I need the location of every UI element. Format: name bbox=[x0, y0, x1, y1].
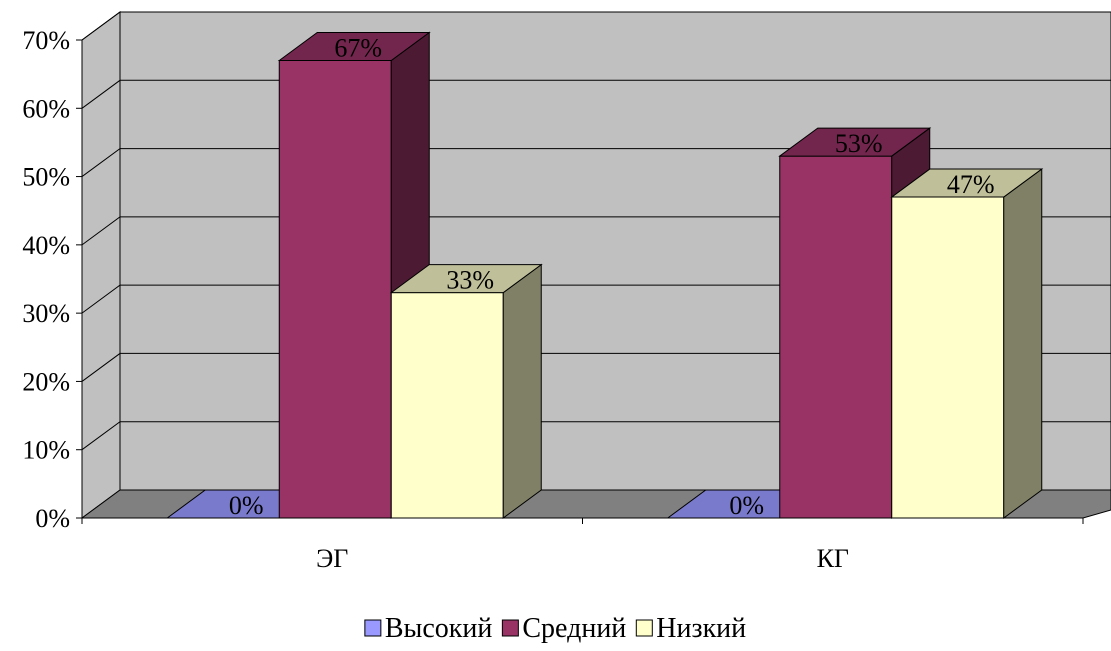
y-tick-label: 30% bbox=[22, 299, 70, 328]
bar bbox=[890, 168, 1044, 519]
bar-front bbox=[390, 292, 504, 519]
bar-front bbox=[891, 196, 1005, 519]
gridline bbox=[81, 11, 1111, 41]
y-axis-ticks: 0% 10% 20% 30% 40% 50% 60% 70% bbox=[22, 26, 70, 533]
y-tick-label: 10% bbox=[22, 436, 70, 465]
data-label: 47% bbox=[947, 170, 995, 199]
y-tick-label: 50% bbox=[22, 163, 70, 192]
legend: Высокий Средний Низкий bbox=[364, 613, 746, 644]
data-label: 53% bbox=[835, 129, 883, 158]
bar-top bbox=[890, 168, 1044, 198]
legend-item: Низкий bbox=[635, 613, 746, 644]
y-tick-label: 70% bbox=[22, 26, 70, 55]
x-tick-label: ЭГ bbox=[316, 544, 348, 573]
y-tick-label: 60% bbox=[22, 94, 70, 123]
gridline bbox=[81, 79, 1111, 109]
legend-swatch bbox=[635, 619, 653, 637]
bar-side bbox=[502, 263, 542, 519]
bar-side bbox=[1003, 168, 1043, 519]
gridline bbox=[81, 148, 1111, 177]
legend-item: Средний bbox=[501, 613, 626, 644]
bar-top bbox=[277, 31, 431, 61]
bar-front bbox=[278, 59, 392, 519]
legend-item: Высокий bbox=[364, 613, 493, 644]
data-label: 33% bbox=[446, 266, 494, 295]
bar-top bbox=[778, 127, 932, 157]
data-label: 0% bbox=[729, 491, 764, 520]
bars bbox=[165, 31, 1044, 519]
y-tick-label: 20% bbox=[22, 367, 70, 396]
y-tick-label: 40% bbox=[22, 231, 70, 260]
legend-label: Низкий bbox=[656, 613, 746, 644]
legend-label: Средний bbox=[522, 613, 626, 644]
data-labels: 0% 67% 33% 0% 53% 47% bbox=[229, 33, 995, 520]
legend-swatch bbox=[364, 619, 382, 637]
legend-label: Высокий bbox=[385, 613, 493, 644]
side-wall bbox=[81, 11, 121, 519]
x-tick-label: КГ bbox=[817, 544, 849, 573]
bar bbox=[389, 263, 543, 519]
data-label: 0% bbox=[229, 491, 264, 520]
y-tick-label: 0% bbox=[35, 504, 70, 533]
bar-front bbox=[779, 155, 893, 519]
legend-swatch bbox=[501, 619, 519, 637]
bar-top bbox=[389, 264, 543, 294]
x-axis-labels: ЭГ КГ bbox=[316, 544, 849, 573]
bar bbox=[277, 31, 431, 519]
data-label: 67% bbox=[334, 33, 382, 62]
